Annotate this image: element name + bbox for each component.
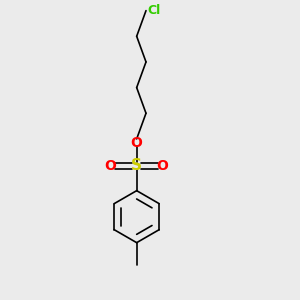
Text: O: O [105, 159, 117, 173]
Text: Cl: Cl [148, 4, 161, 17]
Text: O: O [157, 159, 169, 173]
Text: O: O [131, 136, 142, 150]
Text: S: S [131, 158, 142, 173]
